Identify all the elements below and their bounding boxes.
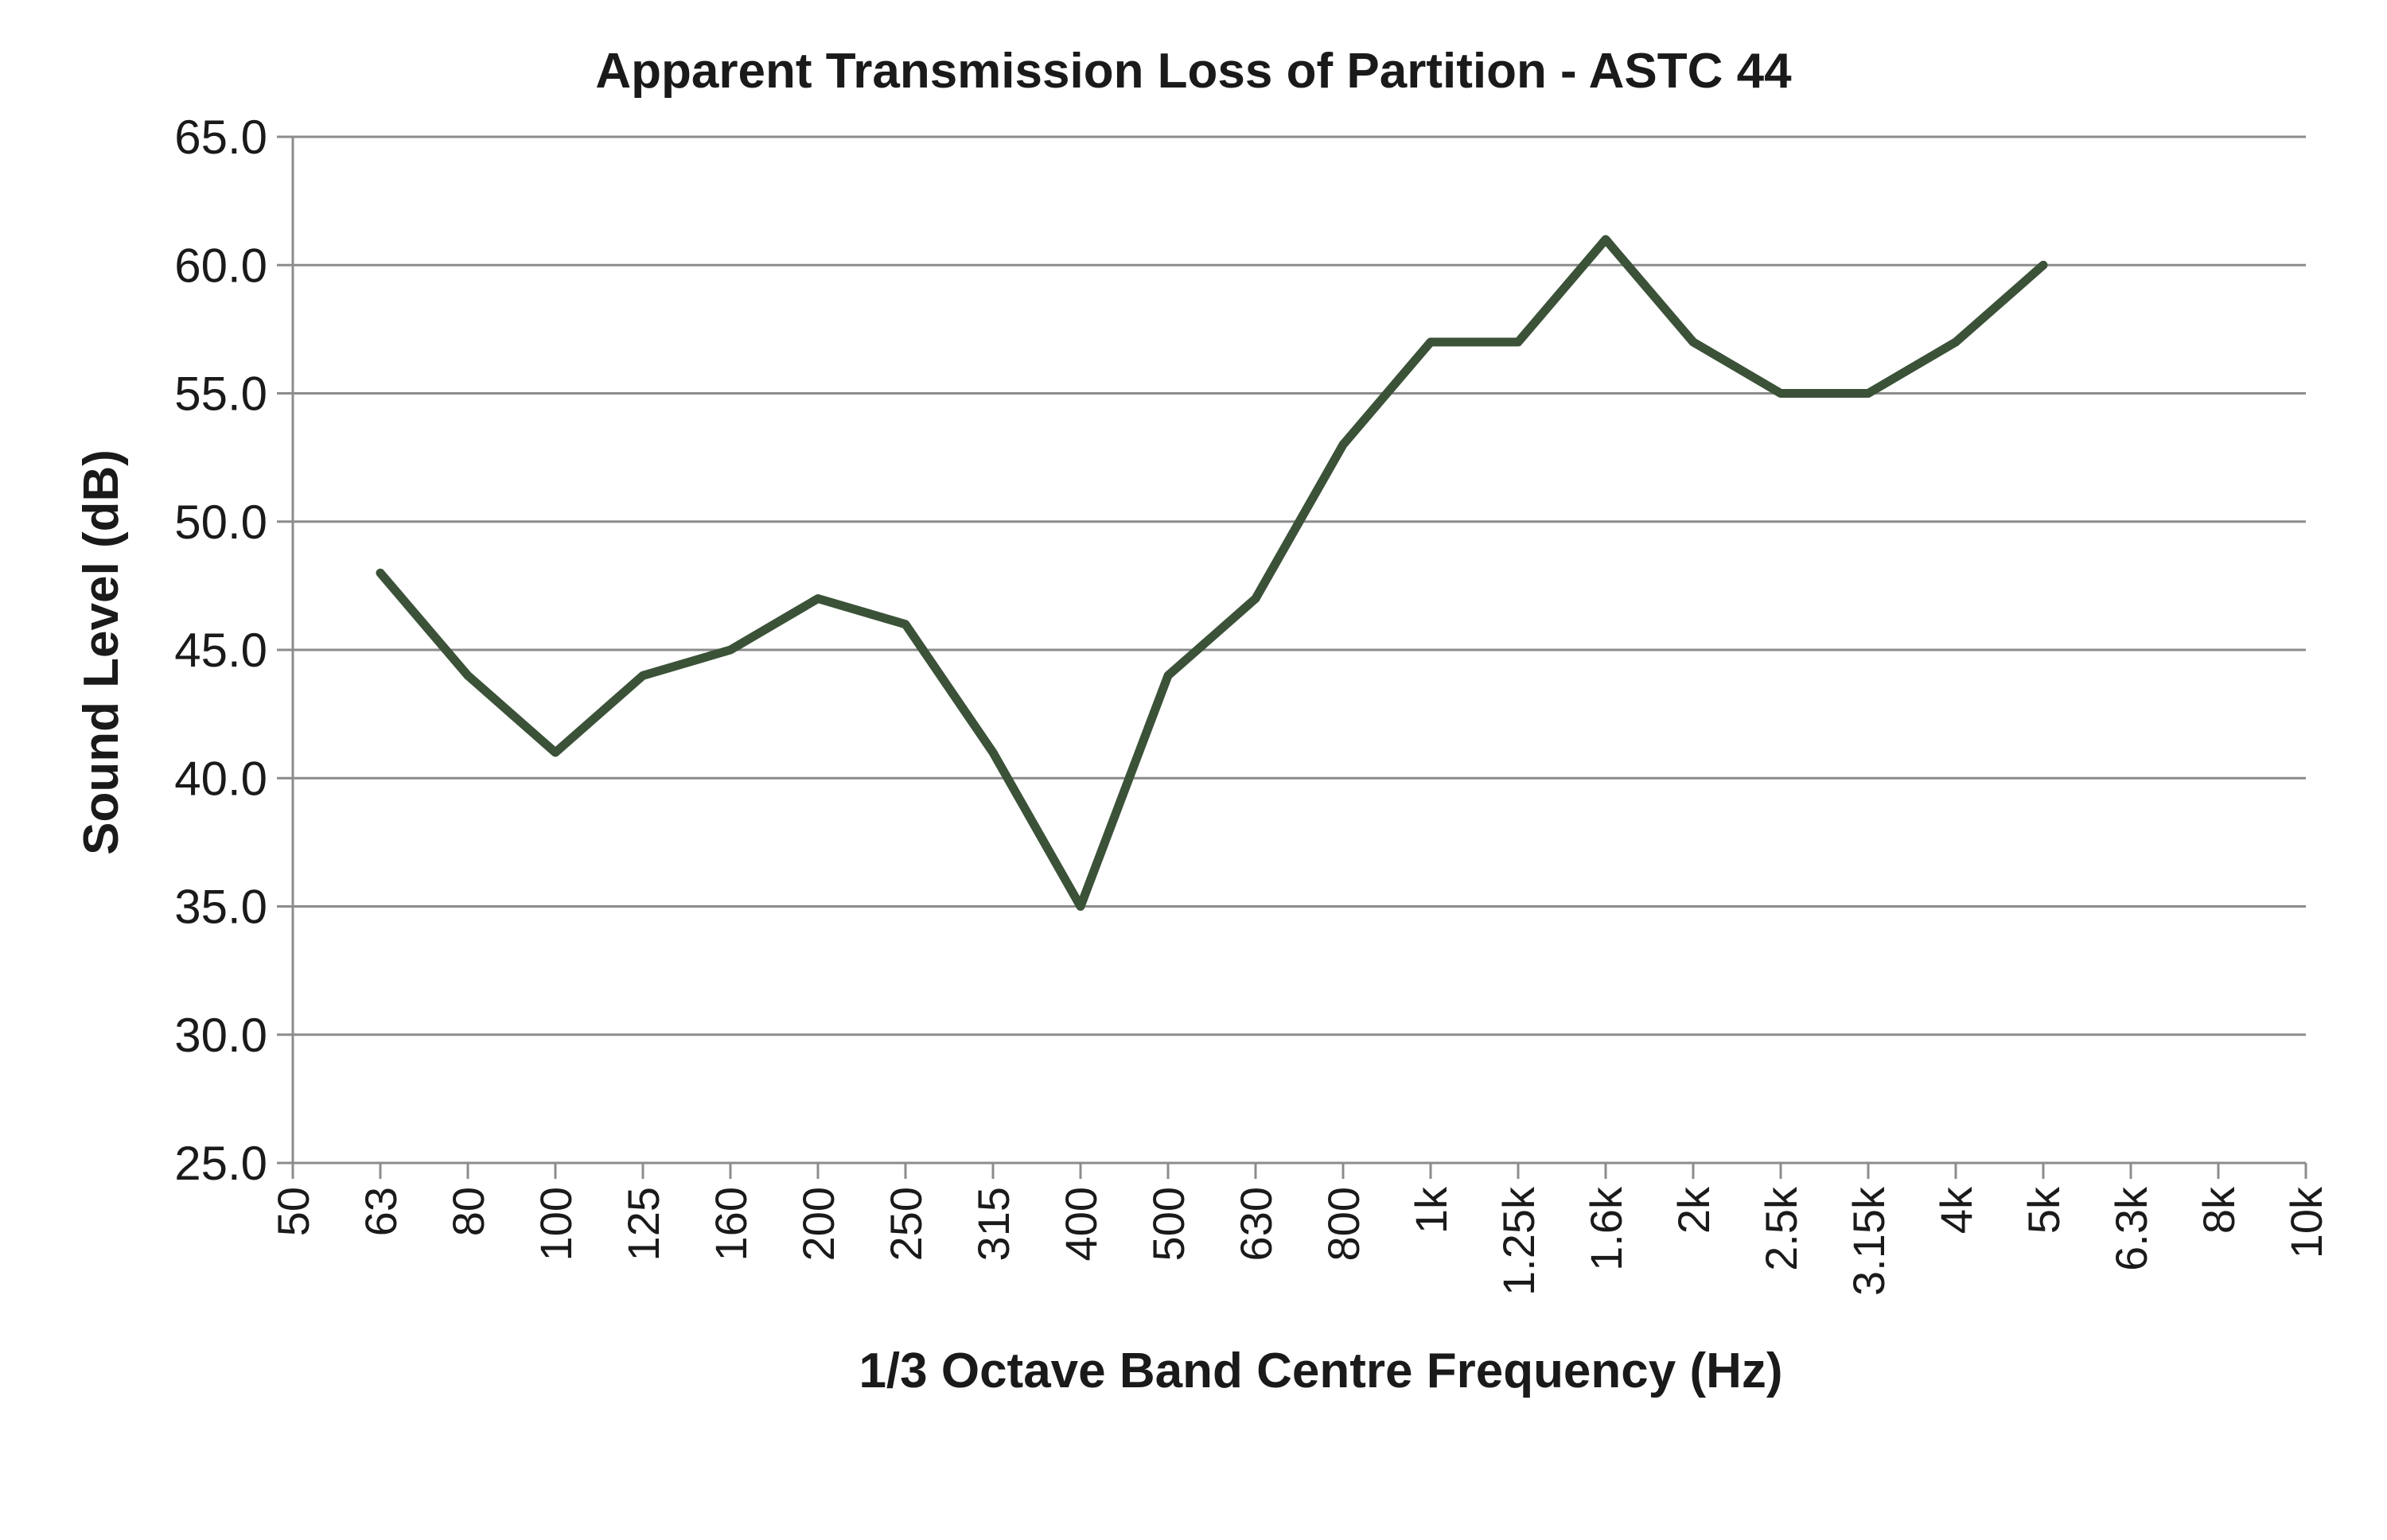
y-tick-label: 25.0 xyxy=(174,1137,267,1190)
data-point xyxy=(555,752,556,753)
x-tick-label: 2k xyxy=(1669,1186,1719,1234)
x-tick-label: 50 xyxy=(268,1187,318,1236)
data-point xyxy=(992,752,994,753)
x-tick-label: 630 xyxy=(1231,1187,1281,1261)
data-point xyxy=(380,572,381,574)
data-point xyxy=(817,597,819,600)
x-tick-label: 5k xyxy=(2019,1186,2069,1234)
x-tick-label: 500 xyxy=(1143,1187,1194,1261)
y-tick-labels: 25.0 30.0 35.0 40.0 45.0 50.0 55.0 60.0 65.0 xyxy=(174,111,267,1190)
x-tick-label: 4k xyxy=(1931,1186,1981,1234)
y-tick-label: 65.0 xyxy=(174,111,267,164)
x-tick-label: 250 xyxy=(881,1187,931,1261)
data-point xyxy=(1517,341,1519,343)
x-tick-labels: 50 63 80 100 125 160 200 250 315 400 500 630 800 1k 1.… xyxy=(268,1186,2331,1296)
y-tick-label: 50.0 xyxy=(174,496,267,549)
data-point xyxy=(642,675,644,677)
x-tick-label: 100 xyxy=(531,1187,581,1261)
data-point xyxy=(1605,239,1606,240)
x-tick-label: 125 xyxy=(618,1187,668,1261)
series-layer xyxy=(376,235,2048,911)
x-tick-label: 3.15k xyxy=(1844,1186,1894,1296)
y-tick-label: 30.0 xyxy=(174,1009,267,1062)
axes xyxy=(277,135,2307,1179)
x-tick-label: 63 xyxy=(356,1187,406,1236)
data-point xyxy=(1080,905,1081,908)
x-tick-label: 1.25k xyxy=(1493,1186,1544,1296)
data-point xyxy=(1255,597,1256,600)
data-point xyxy=(1955,341,1957,343)
x-tick-label: 10k xyxy=(2281,1186,2331,1258)
x-tick-label: 200 xyxy=(793,1187,843,1261)
x-tick-label: 6.3k xyxy=(2106,1186,2156,1271)
x-tick-label: 80 xyxy=(443,1187,493,1236)
x-tick-label: 160 xyxy=(706,1187,756,1261)
gridlines xyxy=(293,135,2306,1036)
chart-title: Apparent Transmission Loss of Partition … xyxy=(595,44,1792,99)
y-tick-label: 45.0 xyxy=(174,624,267,677)
x-tick-label: 1k xyxy=(1406,1186,1456,1234)
data-point xyxy=(1780,392,1781,395)
data-point xyxy=(1342,444,1344,445)
data-point xyxy=(2042,264,2044,266)
y-axis-title: Sound Level (dB) xyxy=(74,449,129,855)
data-point xyxy=(1692,341,1694,343)
x-tick-label: 400 xyxy=(1056,1187,1106,1261)
data-point xyxy=(905,623,906,625)
x-tick-label: 800 xyxy=(1318,1187,1369,1261)
data-point xyxy=(730,649,731,651)
y-tick-label: 40.0 xyxy=(174,752,267,805)
data-point xyxy=(467,675,469,677)
y-tick-label: 60.0 xyxy=(174,239,267,292)
y-tick-label: 55.0 xyxy=(174,368,267,421)
x-tick-label: 315 xyxy=(968,1187,1018,1261)
data-point xyxy=(1430,341,1431,343)
x-tick-label: 2.5k xyxy=(1756,1186,1806,1271)
x-tick-label: 1.6k xyxy=(1581,1186,1631,1271)
series-line xyxy=(376,235,2048,911)
x-axis-title: 1/3 Octave Band Centre Frequency (Hz) xyxy=(859,1344,1782,1398)
data-point xyxy=(1867,392,1869,395)
data-point xyxy=(1167,675,1169,677)
x-tick-label: 8k xyxy=(2194,1186,2244,1234)
y-tick-label: 35.0 xyxy=(174,881,267,934)
